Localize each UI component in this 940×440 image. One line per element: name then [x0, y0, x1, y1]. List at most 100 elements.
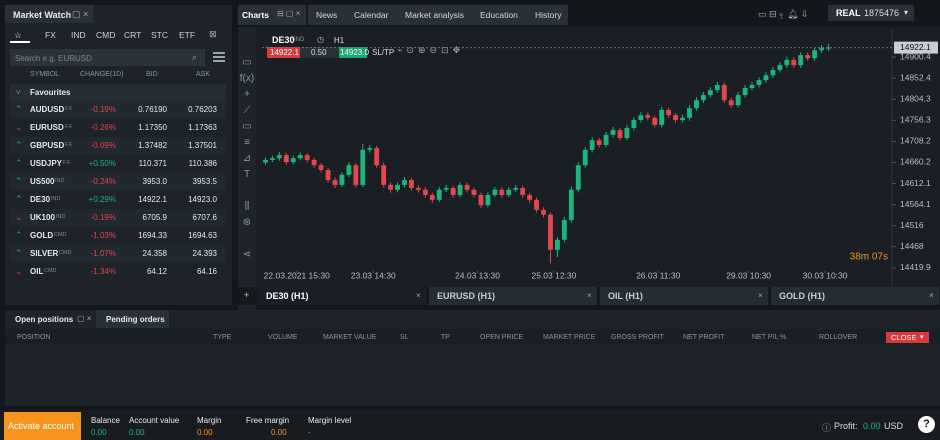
chart-tab-close[interactable]: × — [929, 291, 934, 300]
panel-icons[interactable]: ▢ × — [72, 9, 89, 19]
y-tick-label: 14804.3 — [900, 94, 931, 104]
market-row[interactable] — [10, 263, 226, 280]
candle-body — [805, 55, 811, 59]
market-tab[interactable]: STC — [151, 30, 168, 40]
chart-tab[interactable] — [600, 287, 768, 305]
close-button[interactable] — [886, 332, 929, 343]
market-tab-icon[interactable]: ⊠ — [209, 29, 217, 39]
bid: 1694.33 — [138, 231, 167, 240]
chart-icons[interactable]: ⌁⊙⊕⊖⊡✥ — [397, 45, 465, 55]
change: -0.26% — [90, 123, 116, 132]
chart-tab-close[interactable]: × — [416, 291, 421, 300]
market-row[interactable] — [10, 245, 226, 262]
symbol-tag: CMD — [54, 232, 67, 238]
x-tick-label: 22.03.2021 15:30 — [264, 270, 330, 280]
y-tick-label: 14852.4 — [900, 72, 931, 82]
position-column: OPEN PRICE — [480, 334, 524, 341]
y-tick-label: 14516 — [900, 220, 924, 230]
market-row[interactable] — [10, 119, 226, 136]
group-row[interactable] — [10, 84, 226, 101]
top-tab[interactable]: Education — [480, 10, 518, 20]
market-row[interactable] — [10, 191, 226, 208]
chart-tab-close[interactable]: × — [587, 291, 592, 300]
clock-icon: ◷ — [317, 35, 324, 44]
top-tab[interactable]: Calendar — [354, 10, 389, 20]
trend-arrow: ⌃ — [15, 248, 23, 258]
chart-symbol: DE30 — [272, 35, 295, 45]
market-column: BID — [146, 71, 158, 78]
group-caret: ˅ — [16, 88, 21, 97]
position-column: MARKET PRICE — [543, 334, 596, 341]
x-tick-label: 23.03 14:30 — [351, 270, 396, 280]
sell-price: 14922.1 — [270, 48, 299, 57]
grid-icon[interactable] — [213, 52, 225, 63]
market-row[interactable] — [10, 137, 226, 154]
chart-tab[interactable] — [258, 287, 426, 305]
market-tab[interactable]: CMD — [96, 30, 116, 40]
market-row[interactable] — [10, 227, 226, 244]
position-tab-label: Pending orders — [106, 315, 165, 324]
account-box[interactable] — [828, 5, 914, 21]
position-tab-icons[interactable]: ▢ × — [77, 314, 92, 323]
market-watch-header — [5, 5, 93, 23]
sltp[interactable]: SL/TP — [372, 48, 395, 57]
position-column: ROLLOVER — [819, 334, 858, 341]
footer — [0, 410, 940, 440]
x-tick-label: 25.03 12:30 — [531, 270, 576, 280]
position-tab[interactable] — [96, 310, 169, 328]
market-row[interactable] — [10, 173, 226, 190]
top-tab[interactable]: Market analysis — [405, 10, 465, 20]
stat-value: 0.00 — [197, 428, 213, 437]
top-tab[interactable]: History — [535, 10, 562, 20]
chart-tab[interactable] — [429, 287, 597, 305]
candle-body — [478, 195, 484, 206]
candle-body — [596, 140, 602, 146]
chart-tab[interactable] — [771, 287, 939, 305]
candle-body — [561, 220, 567, 240]
candle-body — [325, 170, 331, 181]
market-tab[interactable]: ETF — [179, 30, 196, 40]
change: -1.07% — [90, 249, 116, 258]
market-row[interactable] — [10, 101, 226, 118]
candle-body — [770, 70, 776, 76]
candle-body — [527, 195, 533, 200]
chart-timeframe[interactable]: H1 — [334, 36, 345, 45]
add-chart[interactable]: + — [244, 290, 250, 300]
tab-icons[interactable]: ⊟ ▢ × — [277, 9, 301, 18]
symbol-tag: FX — [65, 106, 73, 112]
activate-button[interactable] — [4, 412, 81, 440]
candle-body — [756, 80, 762, 85]
chart-tab-close[interactable]: × — [758, 291, 763, 300]
market-row[interactable] — [10, 209, 226, 226]
market-tab[interactable]: CRT — [124, 30, 142, 40]
bid: 6705.9 — [142, 213, 167, 222]
top-tab[interactable]: News — [316, 10, 338, 20]
position-tab[interactable] — [5, 310, 93, 328]
symbol-tag: FX — [65, 124, 73, 130]
close-caret: ▾ — [920, 334, 924, 341]
bid: 24.358 — [142, 249, 167, 258]
position-column: VOLUME — [268, 334, 298, 341]
candle-body — [318, 165, 324, 171]
candle-body — [506, 189, 512, 196]
change: +0.29% — [88, 195, 116, 204]
symbol: UK100 — [30, 213, 55, 222]
positions-header — [5, 329, 940, 345]
market-tab[interactable]: FX — [45, 30, 56, 40]
candle-body — [666, 109, 672, 116]
change: -0.19% — [90, 213, 116, 222]
sell-box[interactable] — [267, 47, 305, 58]
market-tab[interactable]: IND — [71, 30, 86, 40]
ask: 3953.5 — [192, 177, 217, 186]
market-tab[interactable]: ☆ — [14, 30, 22, 40]
market-row[interactable] — [10, 155, 226, 172]
candle-body — [381, 165, 387, 185]
top-icons[interactable]: ▭ ⊟ ⍚ 🔔︎ ⇩ — [758, 9, 809, 19]
search-box[interactable] — [10, 49, 205, 66]
help-button[interactable]: ? — [918, 416, 935, 433]
top-tab[interactable]: Charts — [242, 10, 269, 20]
market-column: ASK — [196, 71, 211, 78]
drawing-tools[interactable]: ▭ f(x) + ⟋ ▭ ≡ ⊿ T ⫼ ⊛ ⋖ — [238, 27, 256, 315]
trend-arrow: ⌃ — [15, 158, 23, 168]
buy-box[interactable] — [339, 47, 367, 58]
